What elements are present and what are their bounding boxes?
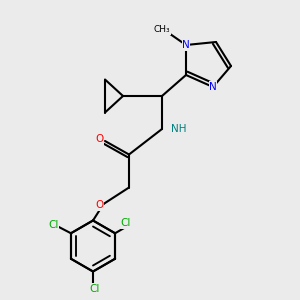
Text: Cl: Cl [48,220,59,230]
Text: CH₃: CH₃ [154,26,170,34]
Text: Cl: Cl [120,218,130,229]
Text: O: O [95,134,103,145]
Text: N: N [182,40,190,50]
Text: Cl: Cl [89,284,100,294]
Text: O: O [95,200,103,211]
Text: NH: NH [171,124,186,134]
Text: N: N [209,82,217,92]
